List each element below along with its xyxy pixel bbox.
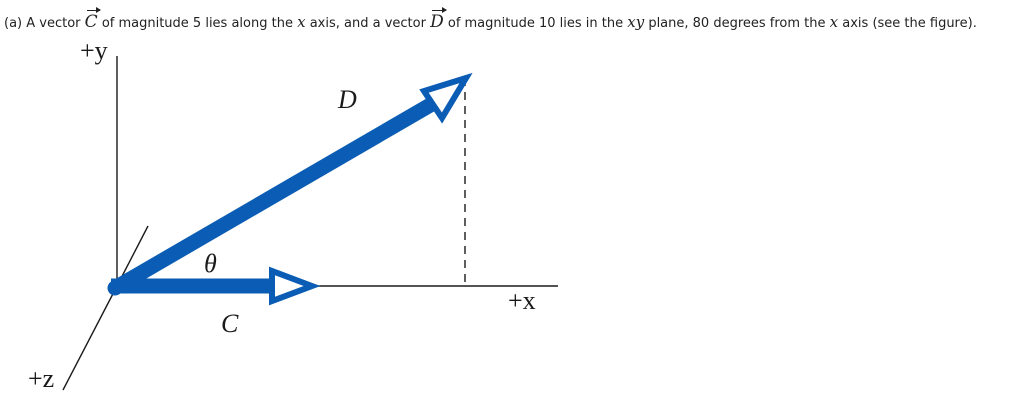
angle-theta-label: θ (204, 249, 217, 278)
vector-d-label: D (337, 85, 357, 114)
vector-c-label: C (221, 309, 239, 338)
question-text-segment: axis, and a vector (309, 16, 426, 31)
y-axis-label: +y (80, 36, 108, 65)
question-text-segment: plane, 80 degrees from the (648, 16, 826, 31)
question-text-segment: axis (see the figure). (842, 16, 977, 31)
z-axis-line (62, 285, 118, 391)
vector-d-symbol: D (430, 7, 447, 32)
z-axis-label: +z (28, 364, 54, 393)
vector-d-shaft (107, 96, 440, 296)
vector-d-arrowhead (419, 72, 473, 124)
question-text-segment: of magnitude 5 lies along the (101, 16, 293, 31)
vector-c-arrowhead (269, 266, 321, 306)
x-variable: x (297, 13, 306, 31)
question-text: (a) A vector C of magnitude 5 lies along… (4, 7, 977, 32)
question-text-segment: of magnitude 10 lies in the (447, 16, 624, 31)
question-part-label: (a) A vector (4, 16, 81, 31)
x-axis-label: +x (508, 286, 536, 315)
xy-variable: xy (627, 13, 645, 31)
vector-c-symbol: C (84, 7, 101, 32)
x-variable: x (829, 13, 839, 31)
